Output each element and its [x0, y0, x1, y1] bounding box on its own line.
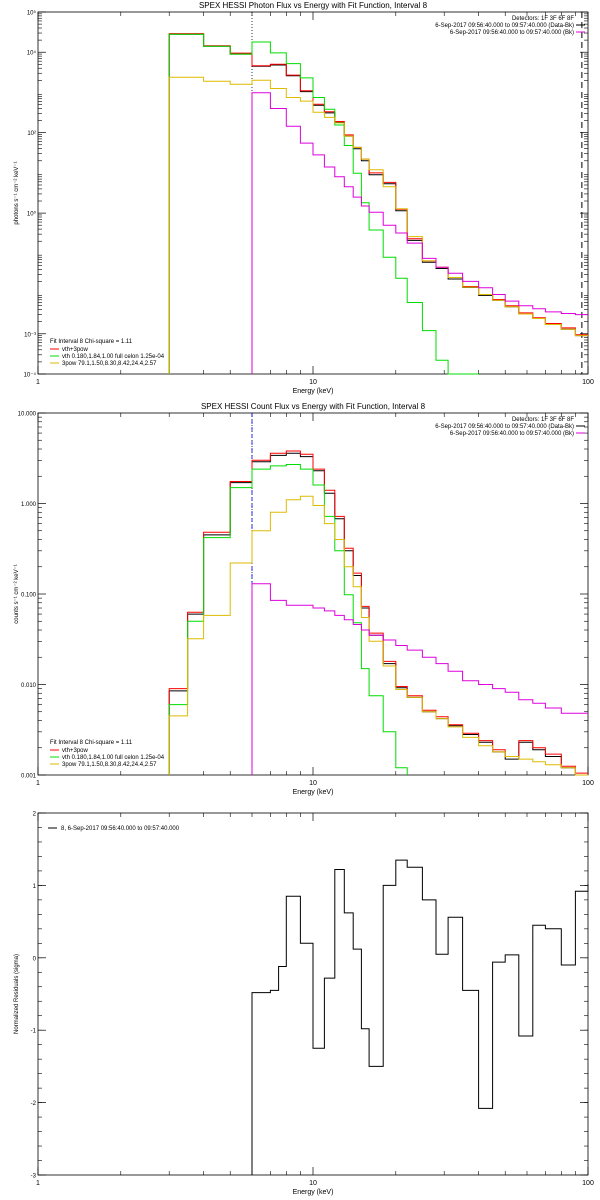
- y-axis-label: counts s⁻¹ cm⁻² keV⁻¹: [14, 564, 20, 624]
- header-line: 6-Sep-2017 09:56:40.000 to 09:57:40.000 …: [450, 431, 574, 437]
- x-tick-label: 10: [309, 780, 317, 787]
- x-axis-label: Energy (keV): [293, 789, 334, 796]
- legend-entry: vth+3pow: [62, 347, 89, 353]
- chart-title: SPEX HESSI Photon Flux vs Energy with Fi…: [199, 1, 428, 10]
- legend-title: Fit Interval 8 Chi-square = 1.11: [50, 339, 133, 345]
- data-series-4: [168, 76, 588, 374]
- header-line: 6-Sep-2017 09:56:40.000 to 09:57:40.000 …: [435, 424, 574, 430]
- x-tick-label: 10: [309, 1180, 317, 1187]
- x-axis-label: Energy (keV): [293, 1189, 334, 1196]
- y-axis-label: Normalized Residuals (sigma): [14, 954, 20, 1034]
- x-tick-label: 100: [582, 780, 594, 787]
- data-series-2: [168, 450, 588, 775]
- y-tick-label: -3: [31, 1174, 37, 1180]
- x-tick-label: 1: [36, 780, 40, 787]
- legend-entry: 3pow 79.1,1.50,8.30,8.42,24.4,2.57: [62, 361, 157, 367]
- chart-panel-3: [37, 812, 589, 1176]
- y-tick-label: 10⁻⁴: [24, 372, 37, 379]
- y-tick-label: 0.100: [21, 593, 37, 599]
- legend-entry: vth+3pow: [62, 748, 89, 754]
- legend-title: Fit Interval 8 Chi-square = 1.11: [50, 740, 133, 746]
- data-series-3: [168, 464, 408, 775]
- y-tick-label: 2: [33, 812, 37, 818]
- y-tick-label: 10⁻³: [24, 332, 36, 338]
- x-tick-label: 1: [36, 1180, 40, 1187]
- x-tick-label: 100: [582, 1180, 594, 1187]
- y-axis-label: photons s⁻¹ cm⁻² keV⁻¹: [14, 161, 20, 224]
- y-tick-label: 10⁵: [27, 10, 37, 17]
- plot-frame: [37, 11, 589, 375]
- y-tick-label: 0.010: [21, 683, 37, 689]
- y-tick-label: 10⁴: [27, 50, 37, 57]
- header-line: 6-Sep-2017 09:56:40.000 to 09:57:40.000 …: [435, 23, 574, 29]
- data-series-1: [168, 33, 588, 374]
- y-tick-label: 1.000: [21, 502, 37, 508]
- y-tick-label: 0: [33, 956, 37, 962]
- x-axis-label: Energy (keV): [293, 388, 334, 395]
- legend-entry: 8, 6-Sep-2017 09:56:40.000 to 09:57:40.0…: [61, 826, 180, 832]
- data-series-1: [251, 859, 589, 1175]
- data-series-5: [251, 92, 588, 374]
- chart-title: SPEX HESSI Count Flux vs Energy with Fit…: [201, 402, 426, 411]
- header-line: Detectors: 1F 3F 6F 8F: [512, 16, 574, 22]
- y-tick-label: 0.001: [21, 774, 37, 780]
- x-tick-label: 100: [582, 379, 594, 386]
- y-tick-label: 10⁰: [27, 211, 37, 218]
- chart-panel-2: [37, 412, 589, 776]
- header-line: 6-Sep-2017 09:56:40.000 to 09:57:40.000 …: [450, 30, 574, 36]
- y-tick-label: -2: [31, 1101, 37, 1107]
- data-series-3: [168, 33, 479, 375]
- data-series-1: [168, 452, 588, 776]
- header-line: Detectors: 1F 3F 6F 8F: [512, 417, 574, 423]
- y-tick-label: -1: [31, 1029, 37, 1035]
- data-series-5: [251, 583, 588, 775]
- chart-panel-1: [37, 11, 589, 375]
- legend-entry: 3pow 79.1,1.50,8.30,8.42,24.4,2.57: [62, 762, 157, 768]
- y-tick-label: 10.000: [18, 412, 37, 418]
- legend-entry: vth 0.180,1.84,1.00 full celon 1.25e-04: [62, 354, 165, 360]
- y-tick-label: 1: [33, 884, 37, 890]
- x-tick-label: 10: [309, 379, 317, 386]
- legend-entry: vth 0.180,1.84,1.00 full celon 1.25e-04: [62, 755, 165, 761]
- data-series-4: [168, 495, 588, 776]
- y-tick-label: 10²: [27, 131, 36, 137]
- x-tick-label: 1: [36, 379, 40, 386]
